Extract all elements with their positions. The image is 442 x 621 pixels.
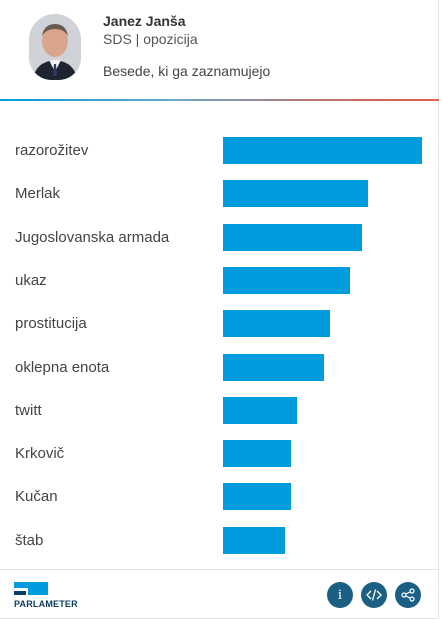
chart-row: ukaz — [0, 260, 439, 300]
bar-label: twitt — [15, 401, 42, 419]
chart-row: twitt — [0, 390, 439, 430]
bar-label: ukaz — [15, 271, 47, 289]
bar[interactable] — [223, 266, 351, 294]
chart-row: oklepna enota — [0, 347, 439, 387]
embed-icon — [366, 589, 382, 601]
footer: PARLAMETER i — [0, 569, 439, 620]
chart-row: prostitucija — [0, 303, 439, 343]
chart-row: Kučan — [0, 476, 439, 516]
embed-button[interactable] — [361, 582, 387, 608]
share-button[interactable] — [395, 582, 421, 608]
party-label: SDS | opozicija — [103, 31, 198, 47]
word-bar-chart: razorožitev Merlak Jugoslovanska armada uka… — [0, 130, 439, 560]
chart-row: razorožitev — [0, 130, 439, 170]
bar-label: Kučan — [15, 488, 58, 506]
bar[interactable] — [223, 440, 291, 468]
info-icon: i — [337, 586, 343, 603]
bar[interactable] — [223, 310, 331, 338]
share-icon — [401, 588, 415, 602]
bar[interactable] — [223, 396, 297, 424]
header: Janez Janša SDS | opozicija Besede, ki g… — [0, 0, 439, 100]
logo-text: PARLAMETER — [14, 599, 78, 609]
bar-label: Krkovič — [15, 445, 65, 463]
parlameter-logo[interactable]: PARLAMETER — [14, 582, 78, 612]
chart-row: Krkovič — [0, 433, 439, 473]
bar[interactable] — [223, 137, 422, 164]
bar-label: štab — [15, 531, 44, 549]
info-button[interactable]: i — [327, 582, 353, 608]
avatar — [29, 14, 81, 80]
bar-label: razorožitev — [15, 142, 89, 159]
chart-row: Merlak — [0, 173, 439, 213]
bar-label: Merlak — [15, 185, 61, 203]
bar[interactable] — [223, 526, 285, 554]
bar[interactable] — [223, 483, 291, 511]
chart-row: štab — [0, 520, 439, 560]
bar[interactable] — [223, 353, 325, 381]
bar-label: oklepna enota — [15, 358, 110, 376]
bar-label: prostitucija — [15, 315, 87, 333]
politician-name: Janez Janša — [103, 13, 186, 29]
card-subtitle: Besede, ki ga zaznamujejo — [103, 63, 271, 79]
bar[interactable] — [223, 180, 369, 208]
header-divider — [0, 99, 439, 101]
parlameter-logo-mark — [14, 582, 48, 595]
bar-label: Jugoslovanska armada — [15, 228, 170, 246]
chart-row: Jugoslovanska armada — [0, 217, 439, 257]
bar[interactable] — [223, 223, 363, 251]
